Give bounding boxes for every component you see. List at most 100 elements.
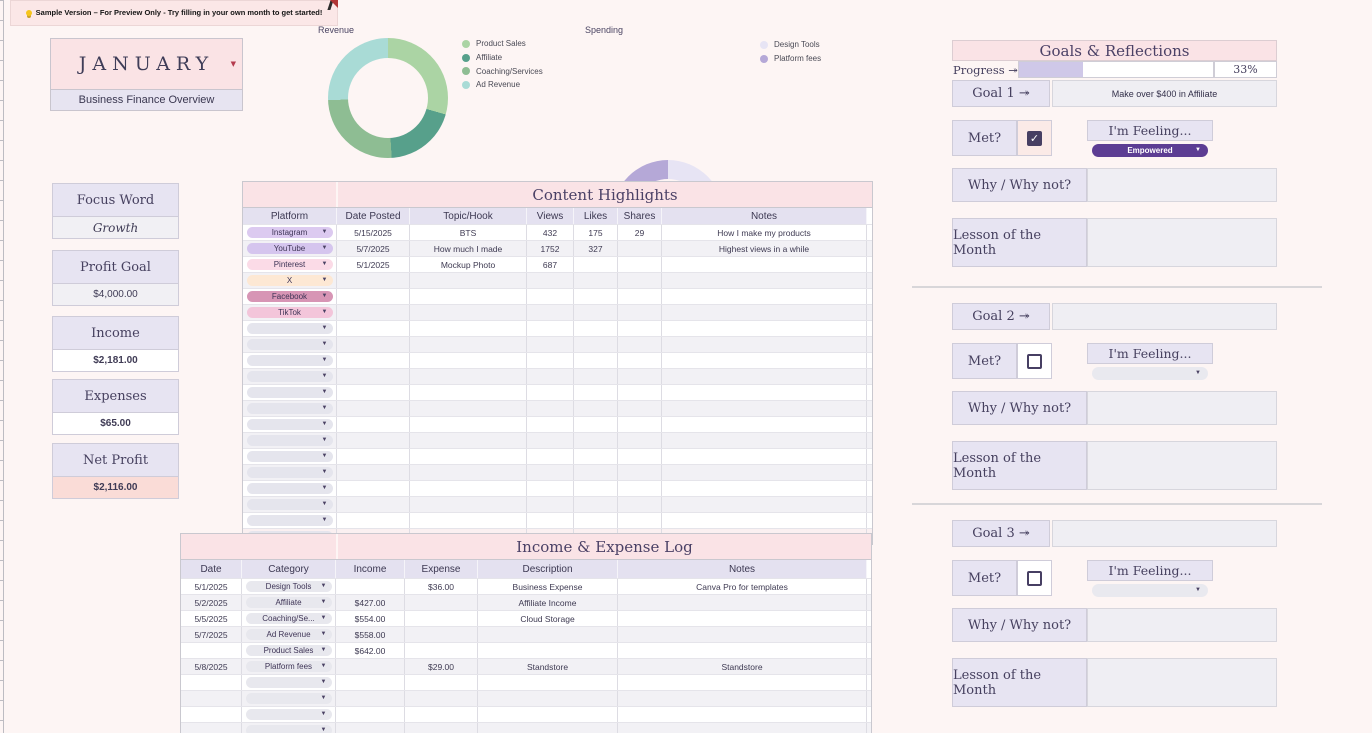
income-cell[interactable]	[336, 707, 405, 722]
shares-cell[interactable]	[618, 433, 662, 448]
notes-cell[interactable]	[618, 611, 867, 626]
platform-category-cell[interactable]: ▼	[243, 497, 337, 512]
date-posted-cell[interactable]	[337, 305, 410, 320]
platform-category-cell[interactable]: YouTube ▼	[243, 241, 337, 256]
description-cell[interactable]: Standstore	[478, 659, 618, 674]
date-cell[interactable]: 5/7/2025	[181, 627, 242, 642]
feeling-dropdown[interactable]: ▼	[1092, 584, 1208, 597]
income-cell[interactable]	[336, 659, 405, 674]
date-posted-cell[interactable]	[337, 417, 410, 432]
expense-cell[interactable]	[405, 611, 478, 626]
expense-cell[interactable]	[405, 627, 478, 642]
empty-select[interactable]: ▼	[246, 451, 333, 462]
expense-cell[interactable]	[405, 707, 478, 722]
met-checkbox[interactable]: ✓	[1027, 130, 1042, 146]
description-cell[interactable]: Affiliate Income	[478, 595, 618, 610]
month-dropdown[interactable]: JANUARY ▼	[51, 39, 242, 89]
date-posted-cell[interactable]	[337, 449, 410, 464]
likes-cell[interactable]	[574, 417, 618, 432]
shares-cell[interactable]	[618, 337, 662, 352]
notes-cell[interactable]	[618, 627, 867, 642]
platform-category-cell[interactable]: ▼	[243, 353, 337, 368]
notes-cell[interactable]	[662, 385, 867, 400]
notes-cell[interactable]	[618, 675, 867, 690]
income-cell[interactable]	[336, 691, 405, 706]
empty-select[interactable]: ▼	[245, 677, 332, 688]
empty-select[interactable]: ▼	[246, 419, 333, 430]
date-posted-cell[interactable]	[337, 369, 410, 384]
shares-cell[interactable]	[618, 513, 662, 528]
empty-select[interactable]: ▼	[246, 499, 333, 510]
notes-cell[interactable]	[662, 273, 867, 288]
month-dropdown-arrow-icon[interactable]: ▼	[230, 60, 236, 68]
description-cell[interactable]: Cloud Storage	[478, 611, 618, 626]
platform-category-cell[interactable]: Product Sales ▼	[242, 643, 336, 658]
topic-hook-cell[interactable]	[410, 337, 527, 352]
platform-category-cell[interactable]: ▼	[243, 433, 337, 448]
likes-cell[interactable]	[574, 257, 618, 272]
goal-2-value-cell[interactable]	[1052, 303, 1277, 330]
platform-category-cell[interactable]: ▼	[243, 385, 337, 400]
likes-cell[interactable]	[574, 385, 618, 400]
topic-hook-cell[interactable]: How much I made	[410, 241, 527, 256]
description-cell[interactable]: Business Expense	[478, 579, 618, 594]
stat-value-cell[interactable]: $4,000.00	[53, 283, 178, 305]
date-posted-cell[interactable]	[337, 401, 410, 416]
platform-category-cell[interactable]: TikTok ▼	[243, 305, 337, 320]
views-cell[interactable]	[527, 289, 574, 304]
shares-cell[interactable]: 29	[618, 225, 662, 240]
shares-cell[interactable]	[618, 481, 662, 496]
lesson-value-cell[interactable]	[1087, 658, 1277, 707]
income-cell[interactable]	[336, 723, 405, 733]
empty-select[interactable]: ▼	[246, 515, 333, 526]
platform-category-cell[interactable]: Design Tools ▼	[242, 579, 336, 594]
views-cell[interactable]	[527, 273, 574, 288]
notes-cell[interactable]	[618, 723, 867, 733]
description-cell[interactable]	[478, 675, 618, 690]
notes-cell[interactable]	[662, 481, 867, 496]
likes-cell[interactable]	[574, 273, 618, 288]
empty-select[interactable]: ▼	[246, 323, 333, 334]
likes-cell[interactable]	[574, 465, 618, 480]
date-posted-cell[interactable]	[337, 353, 410, 368]
shares-cell[interactable]	[618, 465, 662, 480]
date-posted-cell[interactable]: 5/7/2025	[337, 241, 410, 256]
designtools-select[interactable]: Design Tools ▼	[245, 581, 332, 592]
why-value-cell[interactable]	[1087, 168, 1277, 202]
views-cell[interactable]	[527, 465, 574, 480]
topic-hook-cell[interactable]	[410, 481, 527, 496]
platform-category-cell[interactable]: ▼	[243, 465, 337, 480]
lesson-value-cell[interactable]	[1087, 441, 1277, 490]
notes-cell[interactable]	[618, 691, 867, 706]
views-cell[interactable]: 432	[527, 225, 574, 240]
notes-cell[interactable]	[662, 449, 867, 464]
platform-category-cell[interactable]: Pinterest ▼	[243, 257, 337, 272]
feeling-dropdown[interactable]: ▼	[1092, 367, 1208, 380]
views-cell[interactable]: 687	[527, 257, 574, 272]
feeling-dropdown[interactable]: Empowered ▼	[1092, 144, 1208, 157]
views-cell[interactable]	[527, 369, 574, 384]
topic-hook-cell[interactable]	[410, 321, 527, 336]
description-cell[interactable]	[478, 707, 618, 722]
date-cell[interactable]: 5/2/2025	[181, 595, 242, 610]
date-posted-cell[interactable]	[337, 337, 410, 352]
expense-cell[interactable]: $36.00	[405, 579, 478, 594]
why-value-cell[interactable]	[1087, 391, 1277, 425]
goal-3-value-cell[interactable]	[1052, 520, 1277, 547]
date-posted-cell[interactable]	[337, 433, 410, 448]
why-value-cell[interactable]	[1087, 608, 1277, 642]
platform-category-cell[interactable]: Ad Revenue ▼	[242, 627, 336, 642]
goal-1-value-cell[interactable]: Make over $400 in Affiliate	[1052, 80, 1277, 107]
stat-value-cell[interactable]: $2,181.00	[53, 349, 178, 371]
notes-cell[interactable]	[662, 417, 867, 432]
likes-cell[interactable]	[574, 433, 618, 448]
views-cell[interactable]	[527, 449, 574, 464]
notes-cell[interactable]	[662, 497, 867, 512]
topic-hook-cell[interactable]	[410, 353, 527, 368]
views-cell[interactable]	[527, 401, 574, 416]
platform-category-cell[interactable]: ▼	[243, 369, 337, 384]
expense-cell[interactable]	[405, 691, 478, 706]
expense-cell[interactable]	[405, 675, 478, 690]
notes-cell[interactable]	[662, 369, 867, 384]
date-cell[interactable]: 5/1/2025	[181, 579, 242, 594]
